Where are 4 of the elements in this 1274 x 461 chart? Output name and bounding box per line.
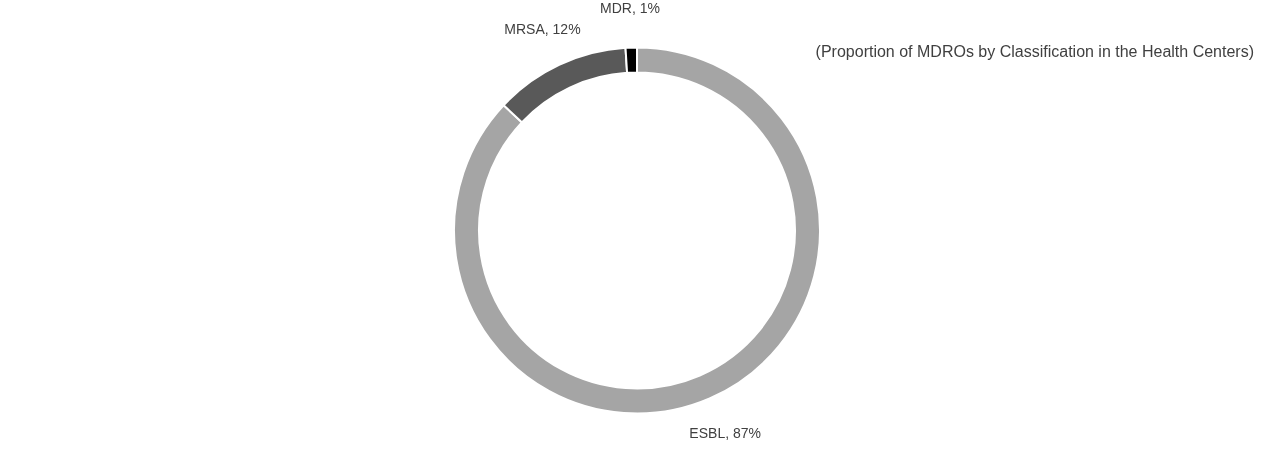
text: (Proportion of MDROs by Classification in the Health Centers) (815, 43, 1254, 60)
slice-label: MDR, 1% (600, 0, 660, 16)
slice-label: MRSA, 12% (504, 20, 581, 37)
slice-label: ESBL, 87% (689, 425, 761, 442)
